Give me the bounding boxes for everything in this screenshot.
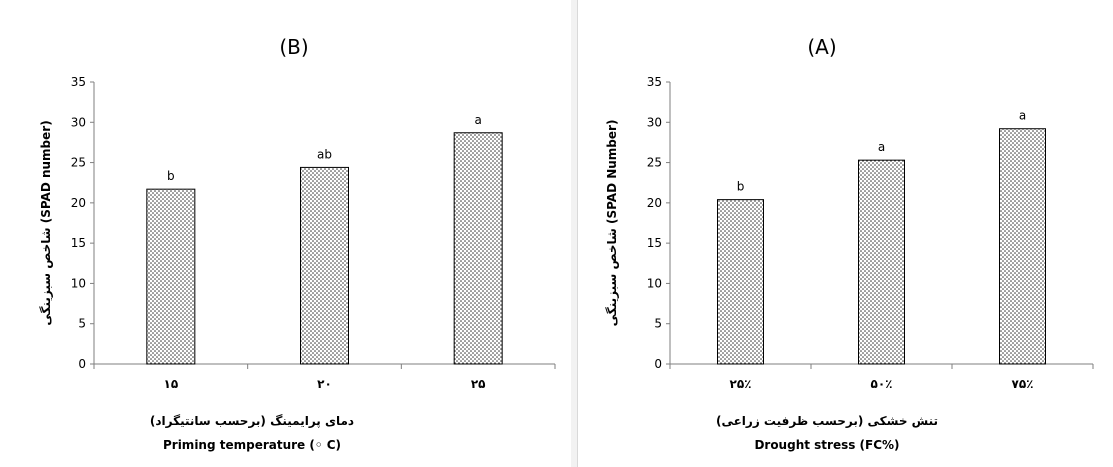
- chart-b-y-tick-label: 0: [78, 357, 86, 371]
- chart-b-y-tick-label: 35: [71, 75, 86, 89]
- chart-a-y-tick-label: 5: [654, 317, 662, 331]
- chart-a-bar-letter: a: [1019, 109, 1026, 123]
- chart-b-x-tick-label: ۲۵: [471, 377, 486, 391]
- chart-b-x-label-en: Priming temperature (◦ C): [163, 438, 341, 452]
- chart-b-x-label-fa: دمای پرایمینگ (برحسب سانتیگراد): [150, 414, 354, 428]
- chart-a-svg: (A) 0 5 10 15 20 25 30 35 b ۲۵٪ a ۵۰٪ a ۷۵٪ تنش خشکی (ب…: [605, 35, 1094, 452]
- chart-b-bar-letter: ab: [317, 147, 332, 161]
- chart-a-x-tick-label: ۷۵٪: [1012, 377, 1034, 391]
- chart-a-x-label-fa: تنش خشکی (برحسب ظرفیت زراعی): [716, 414, 938, 428]
- chart-panel-b: (B) 0 5 10 15 20 25 30 35 b ۱۵ ab ۲۰ a ۲۵ دمای پرایمینگ…: [39, 0, 572, 467]
- chart-b-y-tick-label: 30: [71, 115, 86, 129]
- chart-panel-a: (A) 0 5 10 15 20 25 30 35 b ۲۵٪ a ۵۰٪ a ۷۵٪ تنش خشکی (ب…: [577, 0, 1113, 467]
- chart-b-y-tick-label: 25: [71, 156, 86, 170]
- chart-b-svg: (B) 0 5 10 15 20 25 30 35 b ۱۵ ab ۲۰ a ۲۵ دمای پرایمینگ…: [39, 35, 556, 452]
- chart-a-y-tick-label: 0: [654, 357, 662, 371]
- chart-a-title: (A): [807, 35, 836, 59]
- chart-a-y-tick-label: 10: [647, 276, 662, 290]
- chart-b-y-tick-label: 15: [71, 236, 86, 250]
- chart-b-y-tick-label: 5: [78, 317, 86, 331]
- chart-b-bar: [453, 132, 503, 365]
- chart-a-bar: [858, 159, 905, 365]
- chart-a-x-label-en: Drought stress (FC%): [754, 438, 899, 452]
- chart-a-y-tick-label: 35: [647, 75, 662, 89]
- chart-a-bar: [999, 128, 1046, 365]
- chart-a-x-tick-label: ۵۰٪: [871, 377, 893, 391]
- chart-a-bar-letter: a: [878, 140, 885, 154]
- chart-b-y-tick-label: 10: [71, 276, 86, 290]
- chart-b-x-tick-label: ۲۰: [317, 377, 332, 391]
- chart-b-y-label: شاخص سبزینگی (SPAD number): [39, 120, 53, 325]
- chart-a-y-label: شاخص سبزینگی (SPAD Number): [605, 120, 619, 327]
- chart-b-bar-letter: b: [167, 169, 175, 183]
- chart-a-x-tick-label: ۲۵٪: [730, 377, 752, 391]
- chart-b-bar-letter: a: [474, 113, 481, 127]
- chart-a-y-tick-label: 15: [647, 236, 662, 250]
- chart-a-bar-letter: b: [737, 180, 745, 194]
- chart-b-x-tick-label: ۱۵: [164, 377, 179, 391]
- chart-a-y-tick-label: 25: [647, 156, 662, 170]
- chart-a-bar: [717, 199, 764, 365]
- chart-b-title: (B): [279, 35, 308, 59]
- chart-b-bar: [146, 188, 196, 365]
- panel-divider: [571, 0, 577, 467]
- chart-b-bar: [300, 166, 349, 365]
- chart-b-y-tick-label: 20: [71, 196, 86, 210]
- chart-a-y-tick-label: 30: [647, 115, 662, 129]
- chart-a-y-tick-label: 20: [647, 196, 662, 210]
